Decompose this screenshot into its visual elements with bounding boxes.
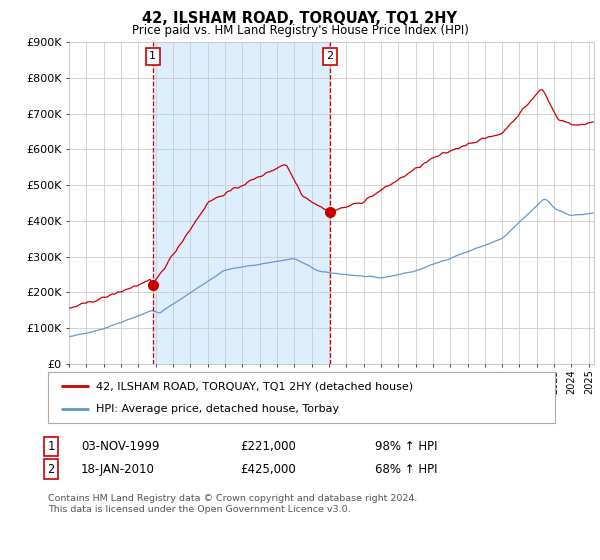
Text: This data is licensed under the Open Government Licence v3.0.: This data is licensed under the Open Gov… bbox=[48, 505, 350, 514]
Text: 42, ILSHAM ROAD, TORQUAY, TQ1 2HY (detached house): 42, ILSHAM ROAD, TORQUAY, TQ1 2HY (detac… bbox=[96, 381, 413, 391]
Text: 2: 2 bbox=[326, 52, 334, 61]
Text: £425,000: £425,000 bbox=[240, 463, 296, 476]
Text: £221,000: £221,000 bbox=[240, 440, 296, 453]
Text: 42, ILSHAM ROAD, TORQUAY, TQ1 2HY: 42, ILSHAM ROAD, TORQUAY, TQ1 2HY bbox=[143, 11, 458, 26]
Text: 2: 2 bbox=[47, 463, 55, 476]
Text: 18-JAN-2010: 18-JAN-2010 bbox=[81, 463, 155, 476]
Bar bbox=[152, 42, 330, 364]
Text: Contains HM Land Registry data © Crown copyright and database right 2024.: Contains HM Land Registry data © Crown c… bbox=[48, 494, 418, 503]
Text: 1: 1 bbox=[149, 52, 156, 61]
Text: Price paid vs. HM Land Registry's House Price Index (HPI): Price paid vs. HM Land Registry's House … bbox=[131, 24, 469, 36]
Text: 98% ↑ HPI: 98% ↑ HPI bbox=[375, 440, 437, 453]
Text: HPI: Average price, detached house, Torbay: HPI: Average price, detached house, Torb… bbox=[96, 404, 339, 414]
Text: 1: 1 bbox=[47, 440, 55, 453]
Text: 68% ↑ HPI: 68% ↑ HPI bbox=[375, 463, 437, 476]
Text: 03-NOV-1999: 03-NOV-1999 bbox=[81, 440, 160, 453]
